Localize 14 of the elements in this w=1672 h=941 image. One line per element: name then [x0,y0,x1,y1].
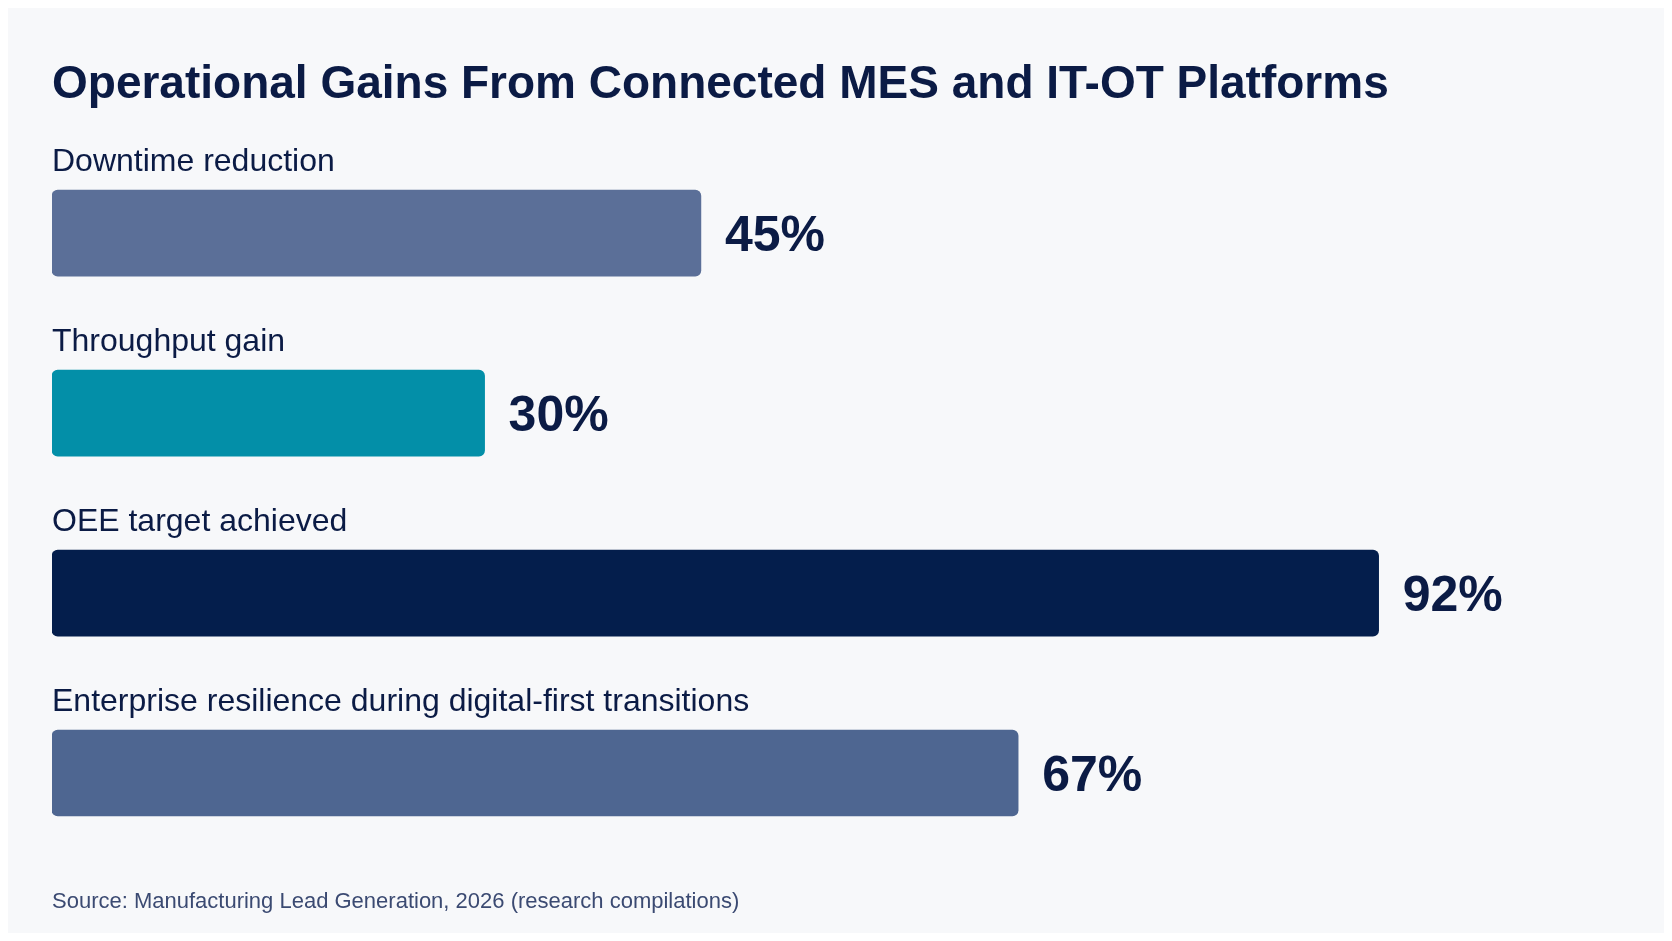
bar [52,549,1379,637]
chart-title: Operational Gains From Connected MES and IT-OT Platforms [52,56,1389,109]
bar [52,189,702,277]
data-label: 92% [1402,565,1503,622]
y-tick-label: Throughput gain [52,321,286,358]
bar [52,729,1019,817]
bar [52,369,485,457]
source-note: Source: Manufacturing Lead Generation, 2026 (research compilations) [52,888,740,914]
data-label: 45% [724,205,825,262]
data-label: 67% [1042,745,1143,802]
y-tick-label: Enterprise resilience during digital-first transitions [52,681,750,718]
y-tick-label: OEE target achieved [52,501,348,538]
data-label: 30% [508,385,609,442]
y-tick-label: Downtime reduction [52,142,335,178]
